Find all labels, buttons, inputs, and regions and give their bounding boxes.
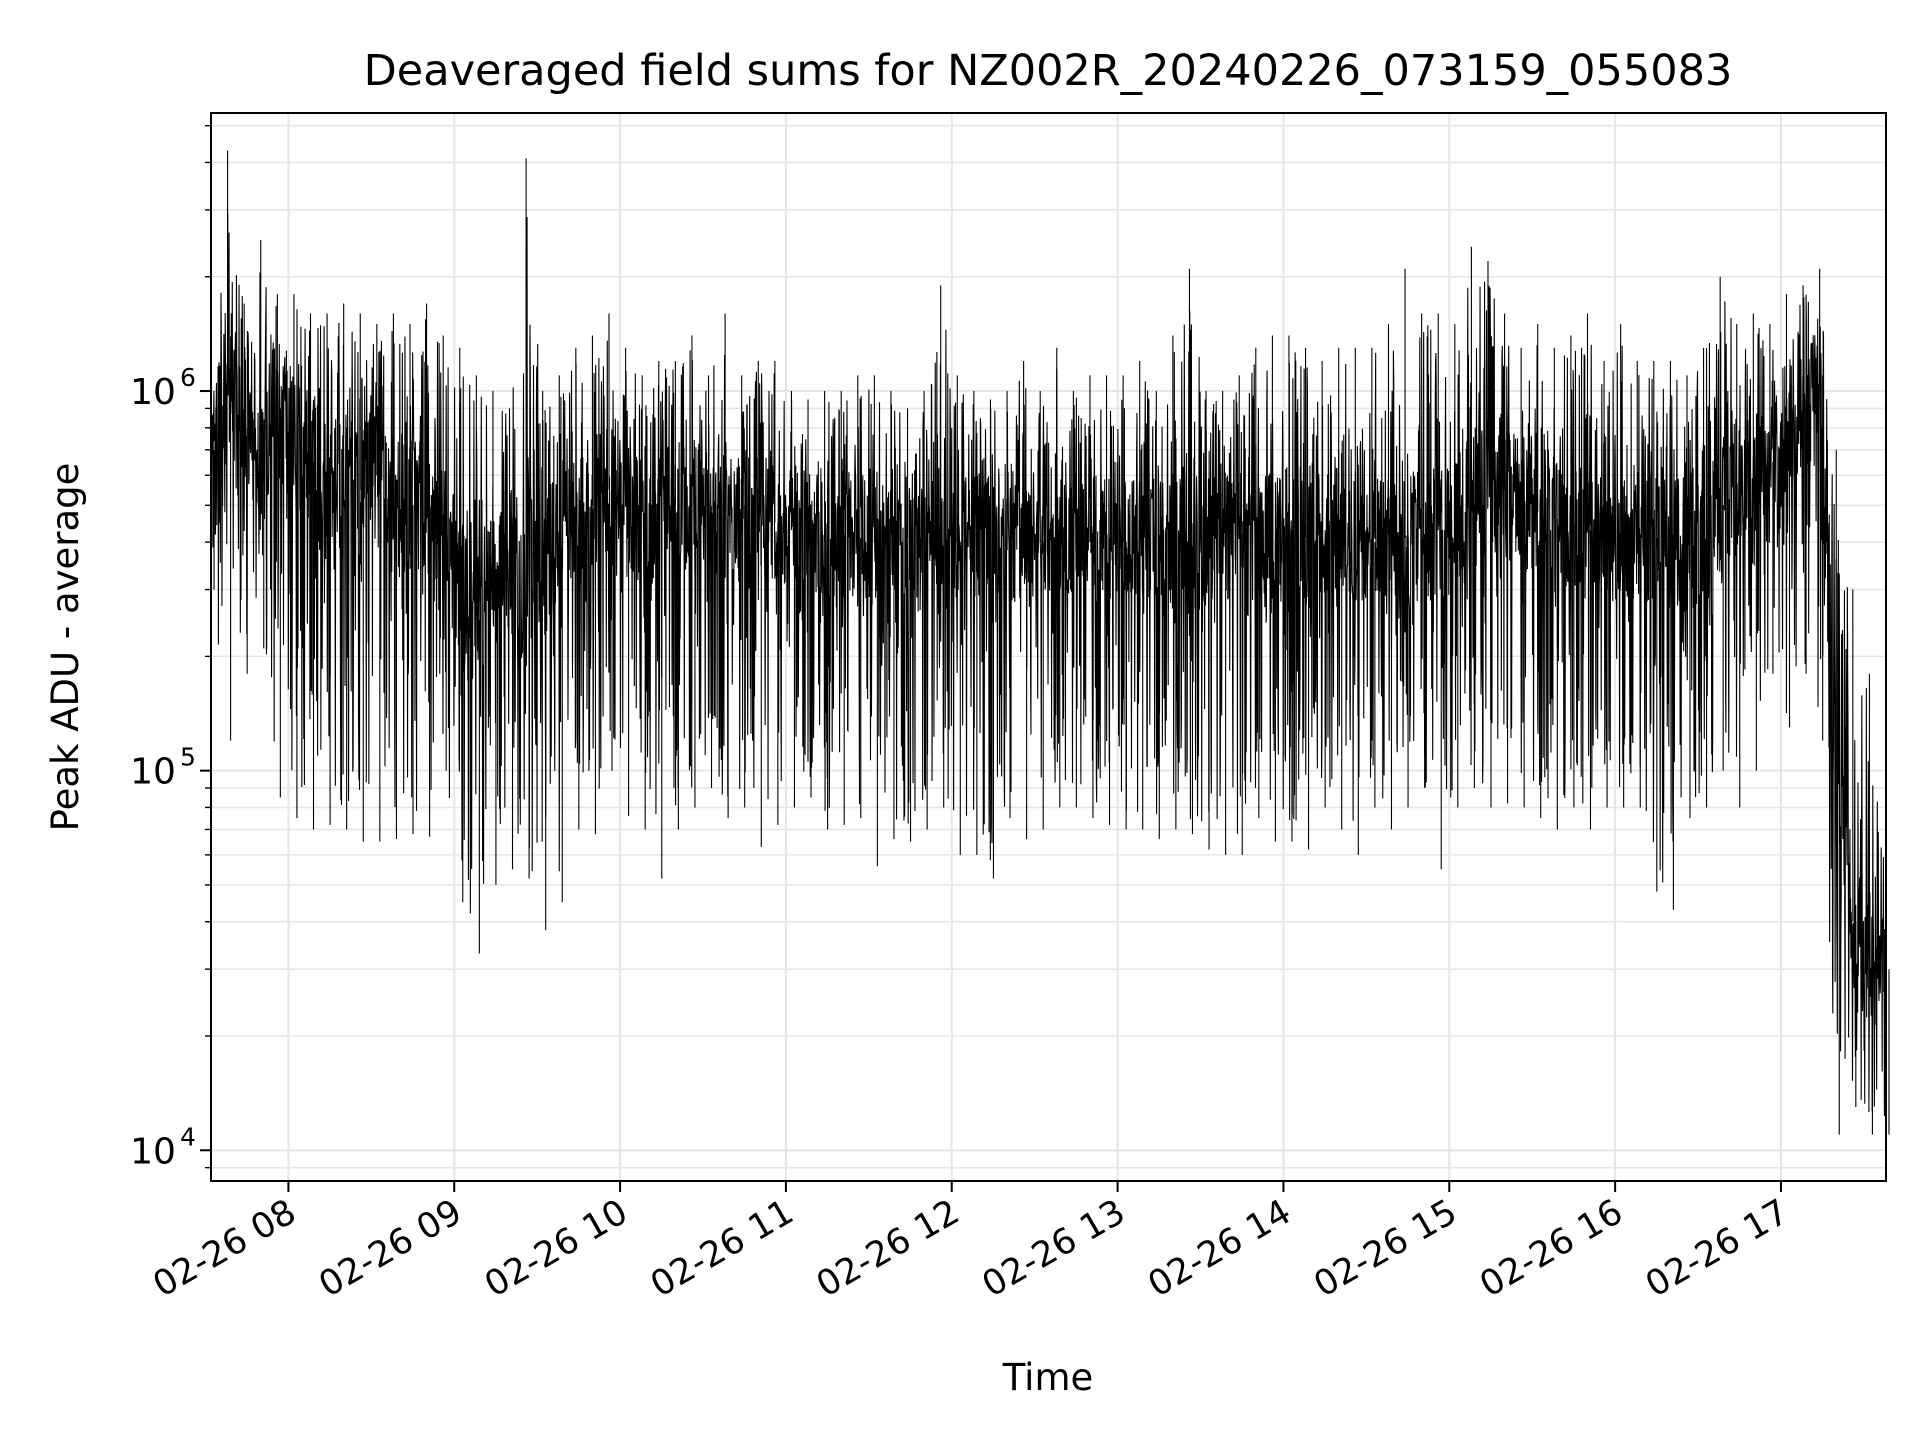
data-series — [210, 150, 1890, 1135]
y-tick-label: 10 — [130, 752, 176, 793]
y-tick-label: 10 — [130, 1131, 176, 1172]
y-tick-label-exponent: 5 — [180, 743, 196, 772]
y-tick-label: 10 — [130, 372, 176, 413]
series-line — [210, 213, 1887, 1117]
y-tick-label-exponent: 4 — [180, 1122, 196, 1151]
y-axis-label: Peak ADU - average — [44, 463, 87, 832]
plot-frame — [210, 112, 1887, 1182]
y-tick-label-exponent: 6 — [180, 363, 196, 392]
x-axis-label: Time — [1002, 1356, 1094, 1399]
chart-title: Deaveraged field sums for NZ002R_2024022… — [364, 46, 1733, 96]
